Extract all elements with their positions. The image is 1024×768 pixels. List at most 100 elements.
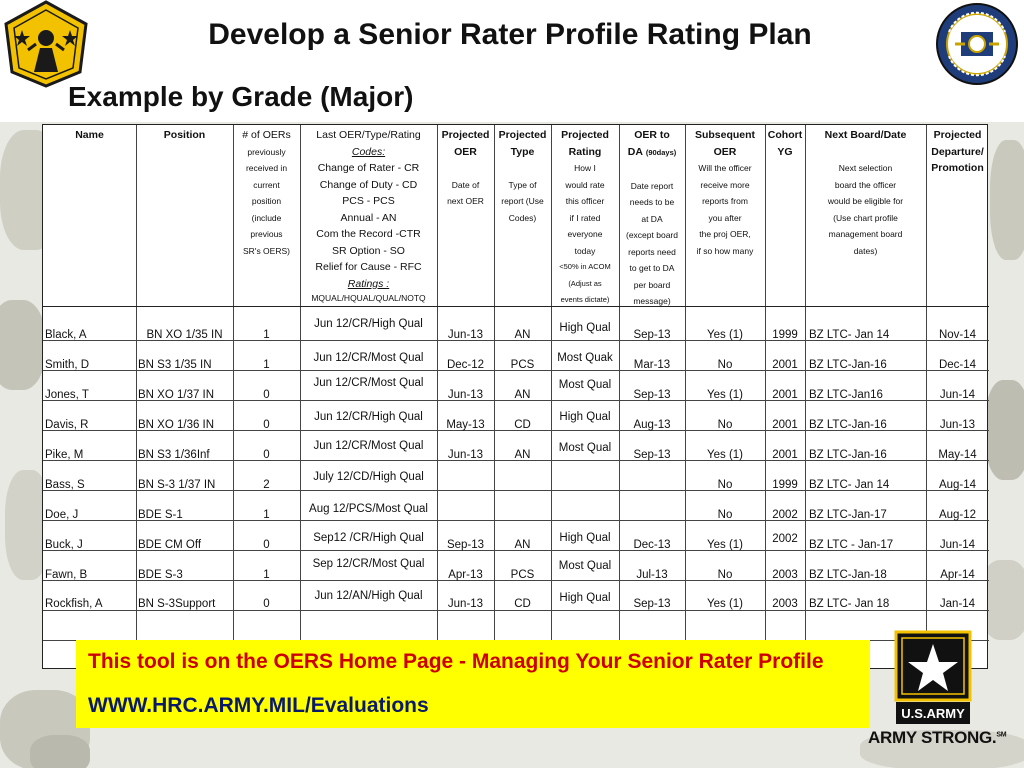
cell-name: Black, A [45,329,87,341]
cell-name: Pike, M [45,449,84,461]
cell-position: BDE S-1 [138,509,183,521]
cell-oer-to-da: Sep-13 [633,329,671,341]
cell-cohort: 1999 [772,329,798,341]
cell-oers: 1 [263,569,270,581]
cell-oers: 0 [263,419,270,431]
cell-subsequent: No [717,359,733,371]
banner-url-link[interactable]: WWW.HRC.ARMY.MIL/Evaluations [88,694,429,717]
cell-projected-rating: Most Qual [558,442,612,454]
cell-projected-type: AN [514,389,531,401]
cell-projected-oer: Jun-13 [447,598,484,610]
cell-next-board: BZ LTC-Jan-16 [809,449,887,461]
cell-projected-departure: Apr-14 [940,569,975,581]
cell-cohort: 2002 [772,509,798,521]
header-next-board: Next Board/Date Next selection board the… [824,129,907,256]
header-cohort-yg: Cohort YG [767,129,803,158]
cell-projected-oer: Jun-13 [447,389,484,401]
cell-oers: 0 [263,449,270,461]
cell-cohort: 2003 [772,569,798,581]
cell-oer-to-da: Sep-13 [633,449,671,461]
cell-last-oer: Jun 12/AN/High Qual [314,590,423,602]
header-subsequent-oer: Subsequent OER Will the officer receive … [694,129,756,256]
cell-name: Bass, S [45,479,85,491]
cell-projected-departure: Jun-13 [939,419,976,431]
cell-subsequent: Yes (1) [706,449,743,461]
cell-oers: 0 [263,598,270,610]
cell-position: BN XO 1/36 IN [138,419,215,431]
cell-projected-rating: Most Quak [557,352,613,364]
cell-projected-oer: Sep-13 [446,539,485,551]
cell-last-oer: Jun 12/CR/High Qual [314,318,423,330]
cell-projected-departure: Aug-12 [938,509,977,521]
cell-name: Buck, J [45,539,83,551]
cell-last-oer: Jun 12/CR/Most Qual [313,352,424,364]
cell-projected-departure: Jun-14 [939,539,976,551]
cell-subsequent: No [717,419,733,431]
cell-next-board: BZ LTC - Jan-17 [809,539,894,551]
banner-oers-note: This tool is on the OERS Home Page - Man… [88,650,824,673]
cell-projected-departure: Aug-14 [938,479,977,491]
cell-last-oer: Sep 12/CR/Most Qual [312,558,425,570]
cell-projected-oer: Apr-13 [448,569,483,581]
table-grid [43,125,989,670]
cell-projected-type: CD [514,419,531,431]
cell-subsequent: No [717,569,733,581]
us-army-star-logo-icon: U.S.ARMY [894,630,972,724]
cell-oers: 1 [263,359,270,371]
cell-projected-departure: May-14 [938,449,977,461]
cell-last-oer: Jun 12/CR/High Qual [314,411,423,423]
cell-projected-departure: Dec-14 [938,359,977,371]
cell-next-board: BZ LTC-Jan16 [809,389,883,401]
cell-cohort: 2001 [772,449,798,461]
cell-name: Davis, R [45,419,89,431]
cell-oer-to-da: Mar-13 [633,359,671,371]
us-army-wordmark: U.S.ARMY [901,706,965,721]
cell-name: Jones, T [45,389,89,401]
cell-name: Fawn, B [45,569,88,581]
cell-oers: 1 [263,509,270,521]
cell-projected-type: CD [514,598,531,610]
cell-cohort: 2002 [772,533,798,545]
cell-oer-to-da: Dec-13 [633,539,671,551]
cell-cohort: 2001 [772,419,798,431]
cell-cohort: 2001 [772,389,798,401]
header-projected-departure: Projected Departure/ Promotion [931,129,984,174]
cell-oers: 0 [263,389,270,401]
cell-position: BN S-3Support [138,598,216,610]
cell-projected-departure: Jun-14 [939,389,976,401]
cell-projected-oer: May-13 [446,419,485,431]
cell-projected-departure: Nov-14 [938,329,977,341]
cell-subsequent: Yes (1) [706,329,743,341]
hrc-command-emblem-icon [4,0,88,88]
cell-position: BN S3 1/35 IN [138,359,212,371]
header-projected-type: Projected Type Type of report (Use Codes… [498,129,547,223]
cell-last-oer: Aug 12/PCS/Most Qual [309,503,428,515]
cell-oers: 1 [263,329,270,341]
cell-name: Rockfish, A [45,598,103,610]
cell-last-oer: Jun 12/CR/Most Qual [313,440,424,452]
cell-projected-type: AN [514,329,531,341]
cell-next-board: BZ LTC- Jan 18 [809,598,890,610]
cell-last-oer: July 12/CD/High Qual [313,471,424,483]
cell-cohort: 2001 [772,359,798,371]
header-oers: # of OERs previously received in current… [242,129,291,256]
cell-position: BN XO 1/37 IN [138,389,215,401]
header-projected-rating: Projected Rating How I would rate this o… [559,129,611,304]
cell-projected-rating: Most Qual [558,560,612,572]
header-name: Name [75,129,104,141]
cell-projected-type: AN [514,449,531,461]
header-last-oer: Last OER/Type/Rating Codes: Change of Ra… [311,129,426,303]
cell-last-oer: Jun 12/CR/Most Qual [313,377,424,389]
cell-position: BDE S-3 [138,569,183,581]
cell-projected-type: AN [514,539,531,551]
cell-name: Doe, J [45,509,79,521]
info-banner: This tool is on the OERS Home Page - Man… [76,640,870,728]
army-strong-tagline: ARMY STRONG.SM [868,728,1007,747]
cell-oers: 0 [263,539,270,551]
header-position: Position [163,129,206,141]
cell-position: BN S3 1/36Inf [138,449,210,461]
cell-projected-rating: High Qual [559,532,611,544]
cell-next-board: BZ LTC-Jan-17 [809,509,887,521]
cell-cohort: 1999 [772,479,798,491]
